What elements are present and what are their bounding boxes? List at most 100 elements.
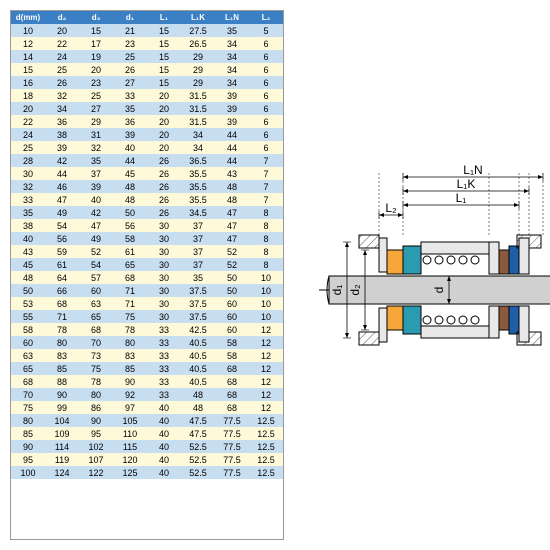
table-cell: 65 [113, 258, 147, 271]
table-cell: 40 [147, 427, 181, 440]
table-cell: 45 [113, 167, 147, 180]
table-cell: 10 [249, 310, 283, 323]
table-cell: 15 [79, 24, 113, 37]
table-row: 557165753037.56010 [11, 310, 283, 323]
table-cell: 77.5 [215, 466, 249, 479]
table-cell: 40.5 [181, 349, 215, 362]
table-cell: 30 [147, 271, 181, 284]
table-cell: 26 [147, 167, 181, 180]
table-cell: 22 [11, 115, 45, 128]
table-cell: 37 [181, 245, 215, 258]
table-row: 304437452635.5437 [11, 167, 283, 180]
table-cell: 85 [113, 362, 147, 375]
table-cell: 29 [181, 63, 215, 76]
table-row: 435952613037528 [11, 245, 283, 258]
table-cell: 70 [79, 336, 113, 349]
table-cell: 37.5 [181, 284, 215, 297]
table-cell: 12.5 [249, 453, 283, 466]
table-row: 142419251529346 [11, 50, 283, 63]
table-cell: 32 [79, 141, 113, 154]
table-row: 162623271529346 [11, 76, 283, 89]
table-cell: 12.5 [249, 427, 283, 440]
table-cell: 43 [215, 167, 249, 180]
table-row: 102015211527.5355 [11, 24, 283, 37]
table-cell: 12 [11, 37, 45, 50]
table-cell: 48 [113, 193, 147, 206]
table-row: 7599869740486812 [11, 401, 283, 414]
table-cell: 35 [113, 102, 147, 115]
table-cell: 12 [249, 362, 283, 375]
table-cell: 50 [215, 284, 249, 297]
table-cell: 47 [215, 232, 249, 245]
table-row: 324639482635.5487 [11, 180, 283, 193]
table-cell: 60 [215, 297, 249, 310]
table-cell: 15 [11, 63, 45, 76]
table-cell: 52.5 [181, 453, 215, 466]
table-cell: 61 [45, 258, 79, 271]
table-cell: 34 [45, 102, 79, 115]
table-cell: 20 [147, 89, 181, 102]
col-header: L₁N [215, 11, 249, 24]
table-cell: 44 [113, 154, 147, 167]
table-cell: 37 [181, 258, 215, 271]
table-row: 456154653037528 [11, 258, 283, 271]
table-cell: 44 [45, 167, 79, 180]
table-cell: 20 [11, 102, 45, 115]
table-cell: 90 [113, 375, 147, 388]
table-cell: 120 [113, 453, 147, 466]
table-cell: 29 [79, 115, 113, 128]
table-row: 80104901054047.577.512.5 [11, 414, 283, 427]
table-cell: 33 [11, 193, 45, 206]
table-cell: 7 [249, 193, 283, 206]
table-row: 334740482635.5487 [11, 193, 283, 206]
table-cell: 47.5 [181, 414, 215, 427]
col-header: d(mm) [11, 11, 45, 24]
table-cell: 15 [147, 37, 181, 50]
table-cell: 59 [45, 245, 79, 258]
table-row: 203427352031.5396 [11, 102, 283, 115]
table-cell: 30 [11, 167, 45, 180]
table-cell: 16 [11, 76, 45, 89]
seal-cross-section-diagram: L₂L₁NL₁KL₁d₁d₂dd₃ [299, 145, 550, 405]
table-cell: 47 [215, 206, 249, 219]
table-cell: 48 [11, 271, 45, 284]
table-cell: 12 [249, 323, 283, 336]
table-cell: 66 [45, 284, 79, 297]
col-header: L₂ [249, 11, 283, 24]
table-cell: 35.5 [181, 167, 215, 180]
table-cell: 40.5 [181, 362, 215, 375]
table-cell: 30 [147, 219, 181, 232]
table-cell: 27.5 [181, 24, 215, 37]
table-cell: 48 [113, 180, 147, 193]
table-cell: 47 [215, 219, 249, 232]
table-cell: 33 [147, 375, 181, 388]
table-row: 385447563037478 [11, 219, 283, 232]
table-cell: 8 [249, 245, 283, 258]
table-cell: 114 [45, 440, 79, 453]
table-cell: 14 [11, 50, 45, 63]
table-cell: 104 [45, 414, 79, 427]
table-row: 223629362031.5396 [11, 115, 283, 128]
table-cell: 83 [45, 349, 79, 362]
table-cell: 44 [215, 128, 249, 141]
table-cell: 40 [147, 401, 181, 414]
table-cell: 70 [11, 388, 45, 401]
table-cell: 39 [45, 141, 79, 154]
table-cell: 44 [215, 141, 249, 154]
table-cell: 37.5 [181, 310, 215, 323]
table-row: 405649583037478 [11, 232, 283, 245]
table-cell: 47 [79, 219, 113, 232]
table-cell: 20 [147, 141, 181, 154]
table-cell: 39 [215, 102, 249, 115]
table-cell: 10 [249, 284, 283, 297]
table-cell: 31 [79, 128, 113, 141]
table-cell: 100 [11, 466, 45, 479]
table-cell: 95 [11, 453, 45, 466]
table-cell: 105 [113, 414, 147, 427]
table-cell: 40 [147, 466, 181, 479]
table-cell: 32 [11, 180, 45, 193]
table-cell: 34 [181, 128, 215, 141]
table-cell: 30 [147, 297, 181, 310]
table-cell: 10 [249, 271, 283, 284]
table-cell: 109 [45, 427, 79, 440]
